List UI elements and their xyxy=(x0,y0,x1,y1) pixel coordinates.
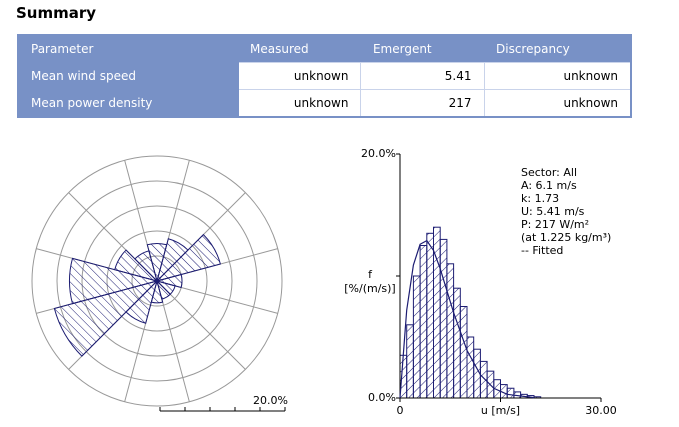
column-header: Parameter xyxy=(18,35,238,63)
table-row: Mean wind speed unknown 5.41 unknown xyxy=(17,62,632,90)
sector xyxy=(53,280,159,357)
summary-title: Summary xyxy=(16,4,97,22)
cell: unknown xyxy=(237,89,362,118)
histogram-bar xyxy=(406,324,414,399)
annotation: -- Fitted xyxy=(521,244,563,257)
annotation: (at 1.225 kg/m³) xyxy=(521,231,611,244)
annotation: U: 5.41 m/s xyxy=(521,205,585,218)
y-axis-label: [%/(m/s)] xyxy=(344,282,395,295)
sector xyxy=(155,233,222,282)
histogram-bar xyxy=(419,245,428,399)
sector xyxy=(69,257,159,305)
cell: 5.41 xyxy=(360,62,485,90)
ring xyxy=(56,180,258,382)
histogram-bar xyxy=(459,306,468,399)
spoke xyxy=(156,280,246,370)
annotation: k: 1.73 xyxy=(521,192,559,205)
sector xyxy=(134,250,158,283)
annotation: A: 6.1 m/s xyxy=(521,179,577,192)
scale-label: 20.0% xyxy=(253,394,288,407)
histogram-bar xyxy=(453,287,461,399)
cell: unknown xyxy=(483,62,632,90)
cell: unknown xyxy=(483,89,632,118)
column-header: Measured xyxy=(238,35,361,63)
histogram-bar xyxy=(446,263,455,399)
summary-table: Parameter Measured Emergent Discrepancy … xyxy=(17,34,632,118)
histogram-bar xyxy=(412,275,421,399)
column-header: Discrepancy xyxy=(484,35,631,63)
column-header: Emergent xyxy=(360,35,484,63)
cell: unknown xyxy=(237,62,362,90)
cell: Mean wind speed xyxy=(17,62,239,90)
cell: Mean power density xyxy=(17,89,239,118)
y-axis-label: f xyxy=(368,268,373,281)
y-tick-label: 0.0% xyxy=(368,391,396,404)
x-axis-label: u [m/s] xyxy=(481,404,520,417)
histogram-bar xyxy=(426,232,434,399)
x-tick-label: 30.00 xyxy=(585,404,617,417)
header-row: Parameter Measured Emergent Discrepancy xyxy=(18,35,631,63)
histogram-bar xyxy=(466,336,475,399)
y-tick-label: 20.0% xyxy=(361,147,396,160)
fitted-curve xyxy=(399,239,535,399)
histogram-bar xyxy=(439,238,448,399)
ring xyxy=(31,155,283,407)
histogram-bar xyxy=(506,387,515,399)
cell: 217 xyxy=(360,89,485,118)
annotation: Sector: All xyxy=(521,166,577,179)
sector xyxy=(155,273,183,289)
sector xyxy=(114,249,159,282)
x-tick-label: 0 xyxy=(397,404,404,417)
annotation: P: 217 W/m² xyxy=(521,218,589,231)
table-row: Mean power density unknown 217 unknown xyxy=(17,89,632,118)
